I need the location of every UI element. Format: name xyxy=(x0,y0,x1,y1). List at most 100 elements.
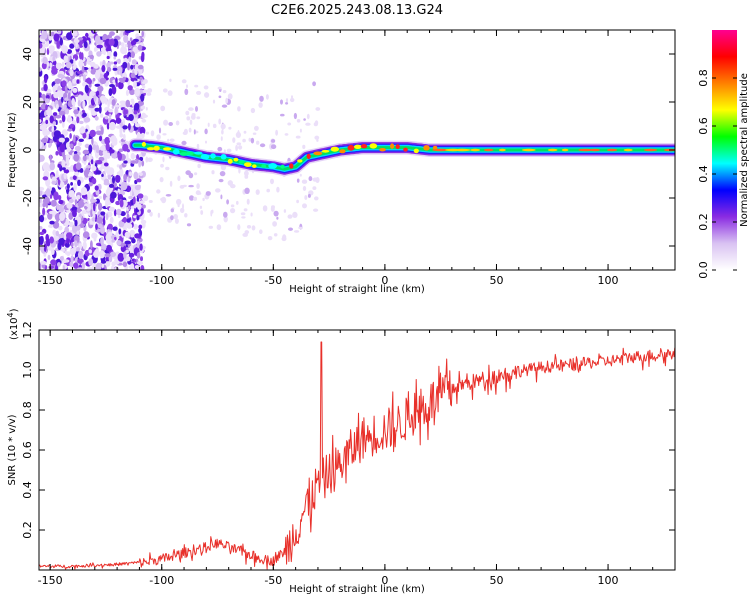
noise-speckle xyxy=(83,61,87,66)
noise-speckle xyxy=(108,38,115,46)
noise-speckle xyxy=(106,55,110,60)
noise-speckle xyxy=(61,114,66,123)
noise-speckle xyxy=(145,107,148,111)
noise-speckle xyxy=(248,137,252,142)
noise-speckle xyxy=(250,137,255,144)
noise-speckle xyxy=(137,203,142,210)
noise-speckle xyxy=(162,133,167,136)
noise-speckle xyxy=(114,104,120,108)
noise-speckle xyxy=(193,129,196,135)
noise-speckle xyxy=(53,33,60,42)
noise-speckle xyxy=(66,232,73,239)
noise-speckle xyxy=(109,84,115,88)
noise-speckle xyxy=(205,140,207,144)
noise-speckle xyxy=(290,97,295,103)
noise-speckle xyxy=(55,230,59,237)
noise-speckle xyxy=(218,118,222,125)
noise-speckle xyxy=(91,137,94,146)
noise-speckle xyxy=(62,259,70,263)
noise-speckle xyxy=(140,256,143,262)
ridge-blob xyxy=(238,160,245,164)
noise-speckle xyxy=(220,194,223,200)
noise-speckle xyxy=(105,256,110,263)
noise-speckle xyxy=(77,258,84,265)
ridge-blob xyxy=(547,148,558,152)
noise-speckle xyxy=(72,78,77,84)
noise-speckle xyxy=(65,108,70,115)
noise-speckle xyxy=(95,130,102,136)
noise-speckle xyxy=(123,34,129,43)
noise-speckle xyxy=(123,108,127,117)
noise-speckle xyxy=(64,84,68,92)
noise-speckle xyxy=(128,114,134,121)
noise-speckle xyxy=(96,39,104,44)
colorbar-tick-label: 0.4 xyxy=(697,165,710,183)
noise-speckle xyxy=(141,118,147,123)
noise-speckle xyxy=(132,196,136,205)
noise-speckle xyxy=(88,249,93,254)
noise-speckle xyxy=(105,199,109,209)
noise-speckle xyxy=(306,113,310,120)
noise-speckle xyxy=(107,99,110,108)
noise-speckle xyxy=(100,243,107,250)
noise-speckle xyxy=(208,225,213,229)
noise-speckle xyxy=(100,113,104,118)
spectrogram-ylabel: Frequency (Hz) xyxy=(7,112,18,188)
noise-speckle xyxy=(61,96,64,103)
noise-speckle xyxy=(45,178,51,187)
noise-speckle xyxy=(85,131,89,141)
noise-speckle xyxy=(314,196,319,201)
noise-speckle xyxy=(141,221,146,229)
noise-speckle xyxy=(55,114,62,119)
noise-speckle xyxy=(127,123,131,131)
noise-speckle xyxy=(133,171,139,180)
noise-speckle xyxy=(78,60,84,68)
noise-speckle xyxy=(140,132,145,139)
noise-speckle xyxy=(88,50,93,57)
x-tick-label: 100 xyxy=(598,574,619,587)
noise-speckle xyxy=(87,191,91,201)
noise-speckle xyxy=(42,207,46,216)
ridge-blob xyxy=(146,147,155,151)
noise-speckle xyxy=(88,67,91,72)
noise-speckle xyxy=(139,243,143,251)
noise-speckle xyxy=(96,51,102,57)
noise-speckle xyxy=(299,173,302,177)
noise-speckle xyxy=(160,163,164,168)
noise-speckle xyxy=(120,80,126,83)
noise-speckle xyxy=(69,248,77,255)
noise-speckle xyxy=(230,204,235,208)
noise-speckle xyxy=(196,90,202,95)
ridge-blob xyxy=(470,148,481,152)
noise-speckle xyxy=(170,215,174,221)
noise-speckle xyxy=(124,231,131,238)
noise-speckle xyxy=(48,108,53,117)
ridge-blob xyxy=(289,163,294,169)
noise-speckle xyxy=(272,221,277,227)
noise-speckle xyxy=(92,77,96,82)
noise-speckle xyxy=(66,148,71,152)
noise-speckle xyxy=(92,144,97,151)
noise-speckle xyxy=(156,189,161,194)
noise-speckle xyxy=(97,97,101,105)
noise-speckle xyxy=(99,226,106,234)
noise-speckle xyxy=(52,60,57,66)
noise-speckle xyxy=(186,84,188,88)
noise-speckle xyxy=(111,265,115,270)
noise-speckle xyxy=(96,44,103,49)
noise-speckle xyxy=(125,99,131,108)
noise-speckle xyxy=(189,119,193,125)
noise-speckle xyxy=(107,44,111,51)
noise-speckle xyxy=(314,120,319,126)
noise-speckle xyxy=(217,86,222,90)
noise-speckle xyxy=(72,209,77,218)
noise-speckle xyxy=(39,119,42,123)
noise-speckle xyxy=(84,143,90,149)
noise-speckle xyxy=(73,58,76,67)
noise-speckle xyxy=(75,162,82,171)
noise-speckle xyxy=(266,188,271,193)
noise-speckle xyxy=(40,260,47,265)
colorbar-label: Normalized spectral amplitude xyxy=(739,73,750,227)
noise-speckle xyxy=(165,166,170,171)
colorbar-tick-label: 0.8 xyxy=(697,69,710,87)
